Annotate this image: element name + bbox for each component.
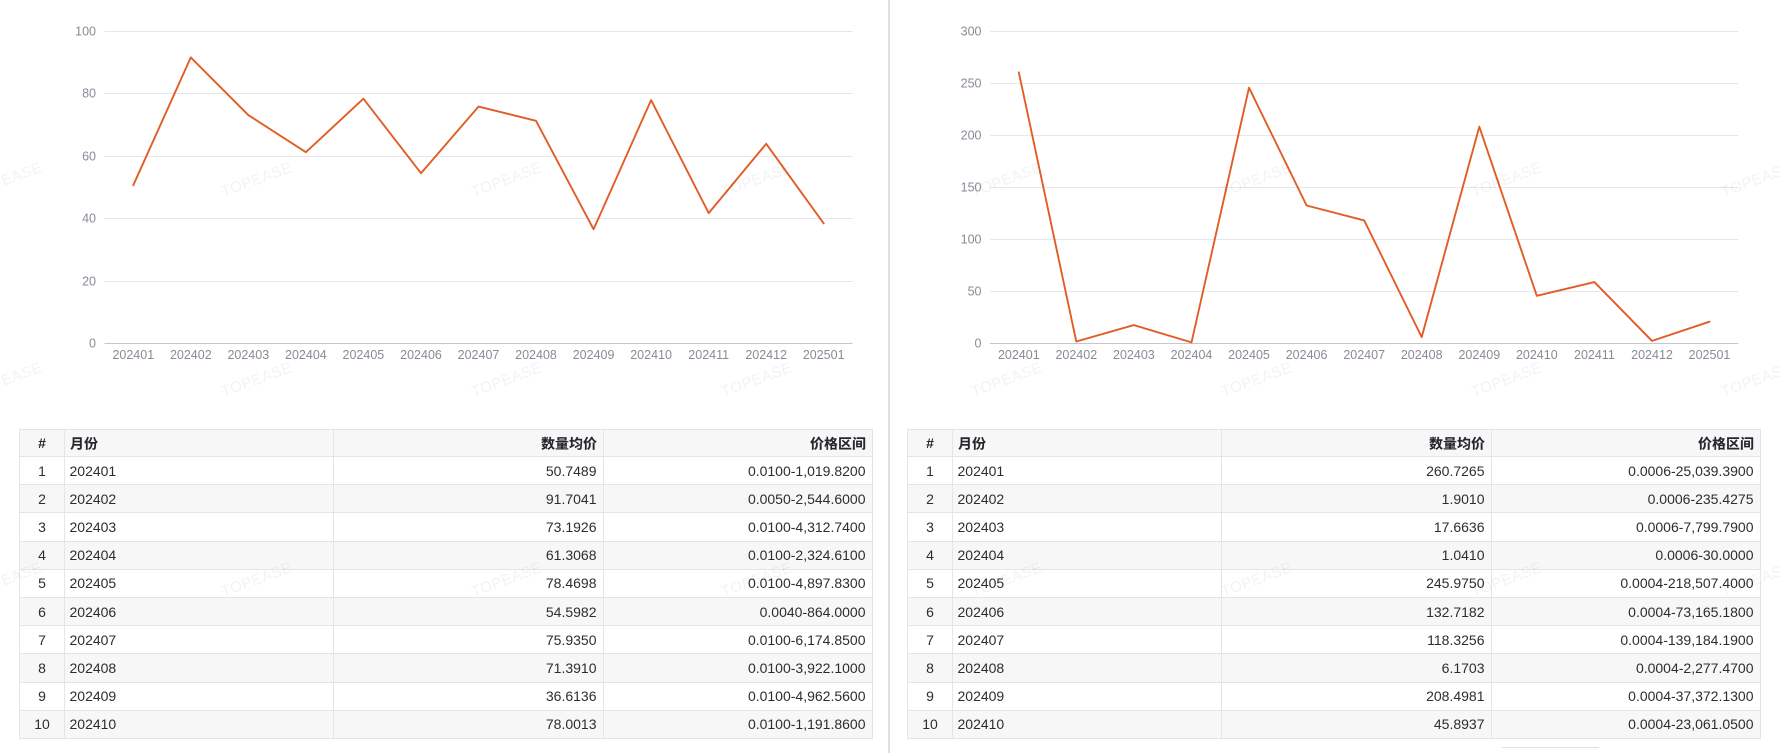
svg-text:202407: 202407 xyxy=(1343,348,1385,362)
svg-text:202501: 202501 xyxy=(1689,348,1731,362)
svg-text:202410: 202410 xyxy=(630,348,672,362)
svg-text:202411: 202411 xyxy=(688,348,729,362)
svg-text:202403: 202403 xyxy=(1113,348,1155,362)
svg-text:0: 0 xyxy=(975,337,982,351)
svg-text:100: 100 xyxy=(75,25,96,39)
svg-text:202401: 202401 xyxy=(998,348,1040,362)
svg-text:202405: 202405 xyxy=(343,348,385,362)
svg-text:202401: 202401 xyxy=(112,348,154,362)
svg-text:20: 20 xyxy=(82,275,96,289)
svg-text:202406: 202406 xyxy=(400,348,442,362)
svg-text:202405: 202405 xyxy=(1228,348,1270,362)
svg-text:202410: 202410 xyxy=(1516,348,1558,362)
svg-text:202409: 202409 xyxy=(573,348,615,362)
svg-text:202403: 202403 xyxy=(227,348,269,362)
svg-text:100: 100 xyxy=(961,233,982,247)
svg-text:202404: 202404 xyxy=(1171,348,1213,362)
svg-text:202408: 202408 xyxy=(1401,348,1443,362)
svg-text:202408: 202408 xyxy=(515,348,557,362)
svg-text:202407: 202407 xyxy=(458,348,500,362)
svg-text:40: 40 xyxy=(82,212,96,226)
svg-text:150: 150 xyxy=(961,181,982,195)
svg-text:202406: 202406 xyxy=(1286,348,1328,362)
svg-text:202402: 202402 xyxy=(170,348,212,362)
svg-text:0: 0 xyxy=(89,337,96,351)
svg-text:60: 60 xyxy=(82,150,96,164)
svg-text:202404: 202404 xyxy=(285,348,327,362)
svg-text:202412: 202412 xyxy=(1631,348,1673,362)
svg-text:50: 50 xyxy=(968,285,982,299)
svg-text:202501: 202501 xyxy=(803,348,845,362)
svg-text:80: 80 xyxy=(82,87,96,101)
svg-text:202411: 202411 xyxy=(1574,348,1615,362)
svg-text:200: 200 xyxy=(961,129,982,143)
svg-text:250: 250 xyxy=(961,77,982,91)
svg-text:300: 300 xyxy=(961,25,982,39)
svg-text:202402: 202402 xyxy=(1055,348,1097,362)
svg-text:202412: 202412 xyxy=(745,348,787,362)
svg-text:202409: 202409 xyxy=(1458,348,1500,362)
